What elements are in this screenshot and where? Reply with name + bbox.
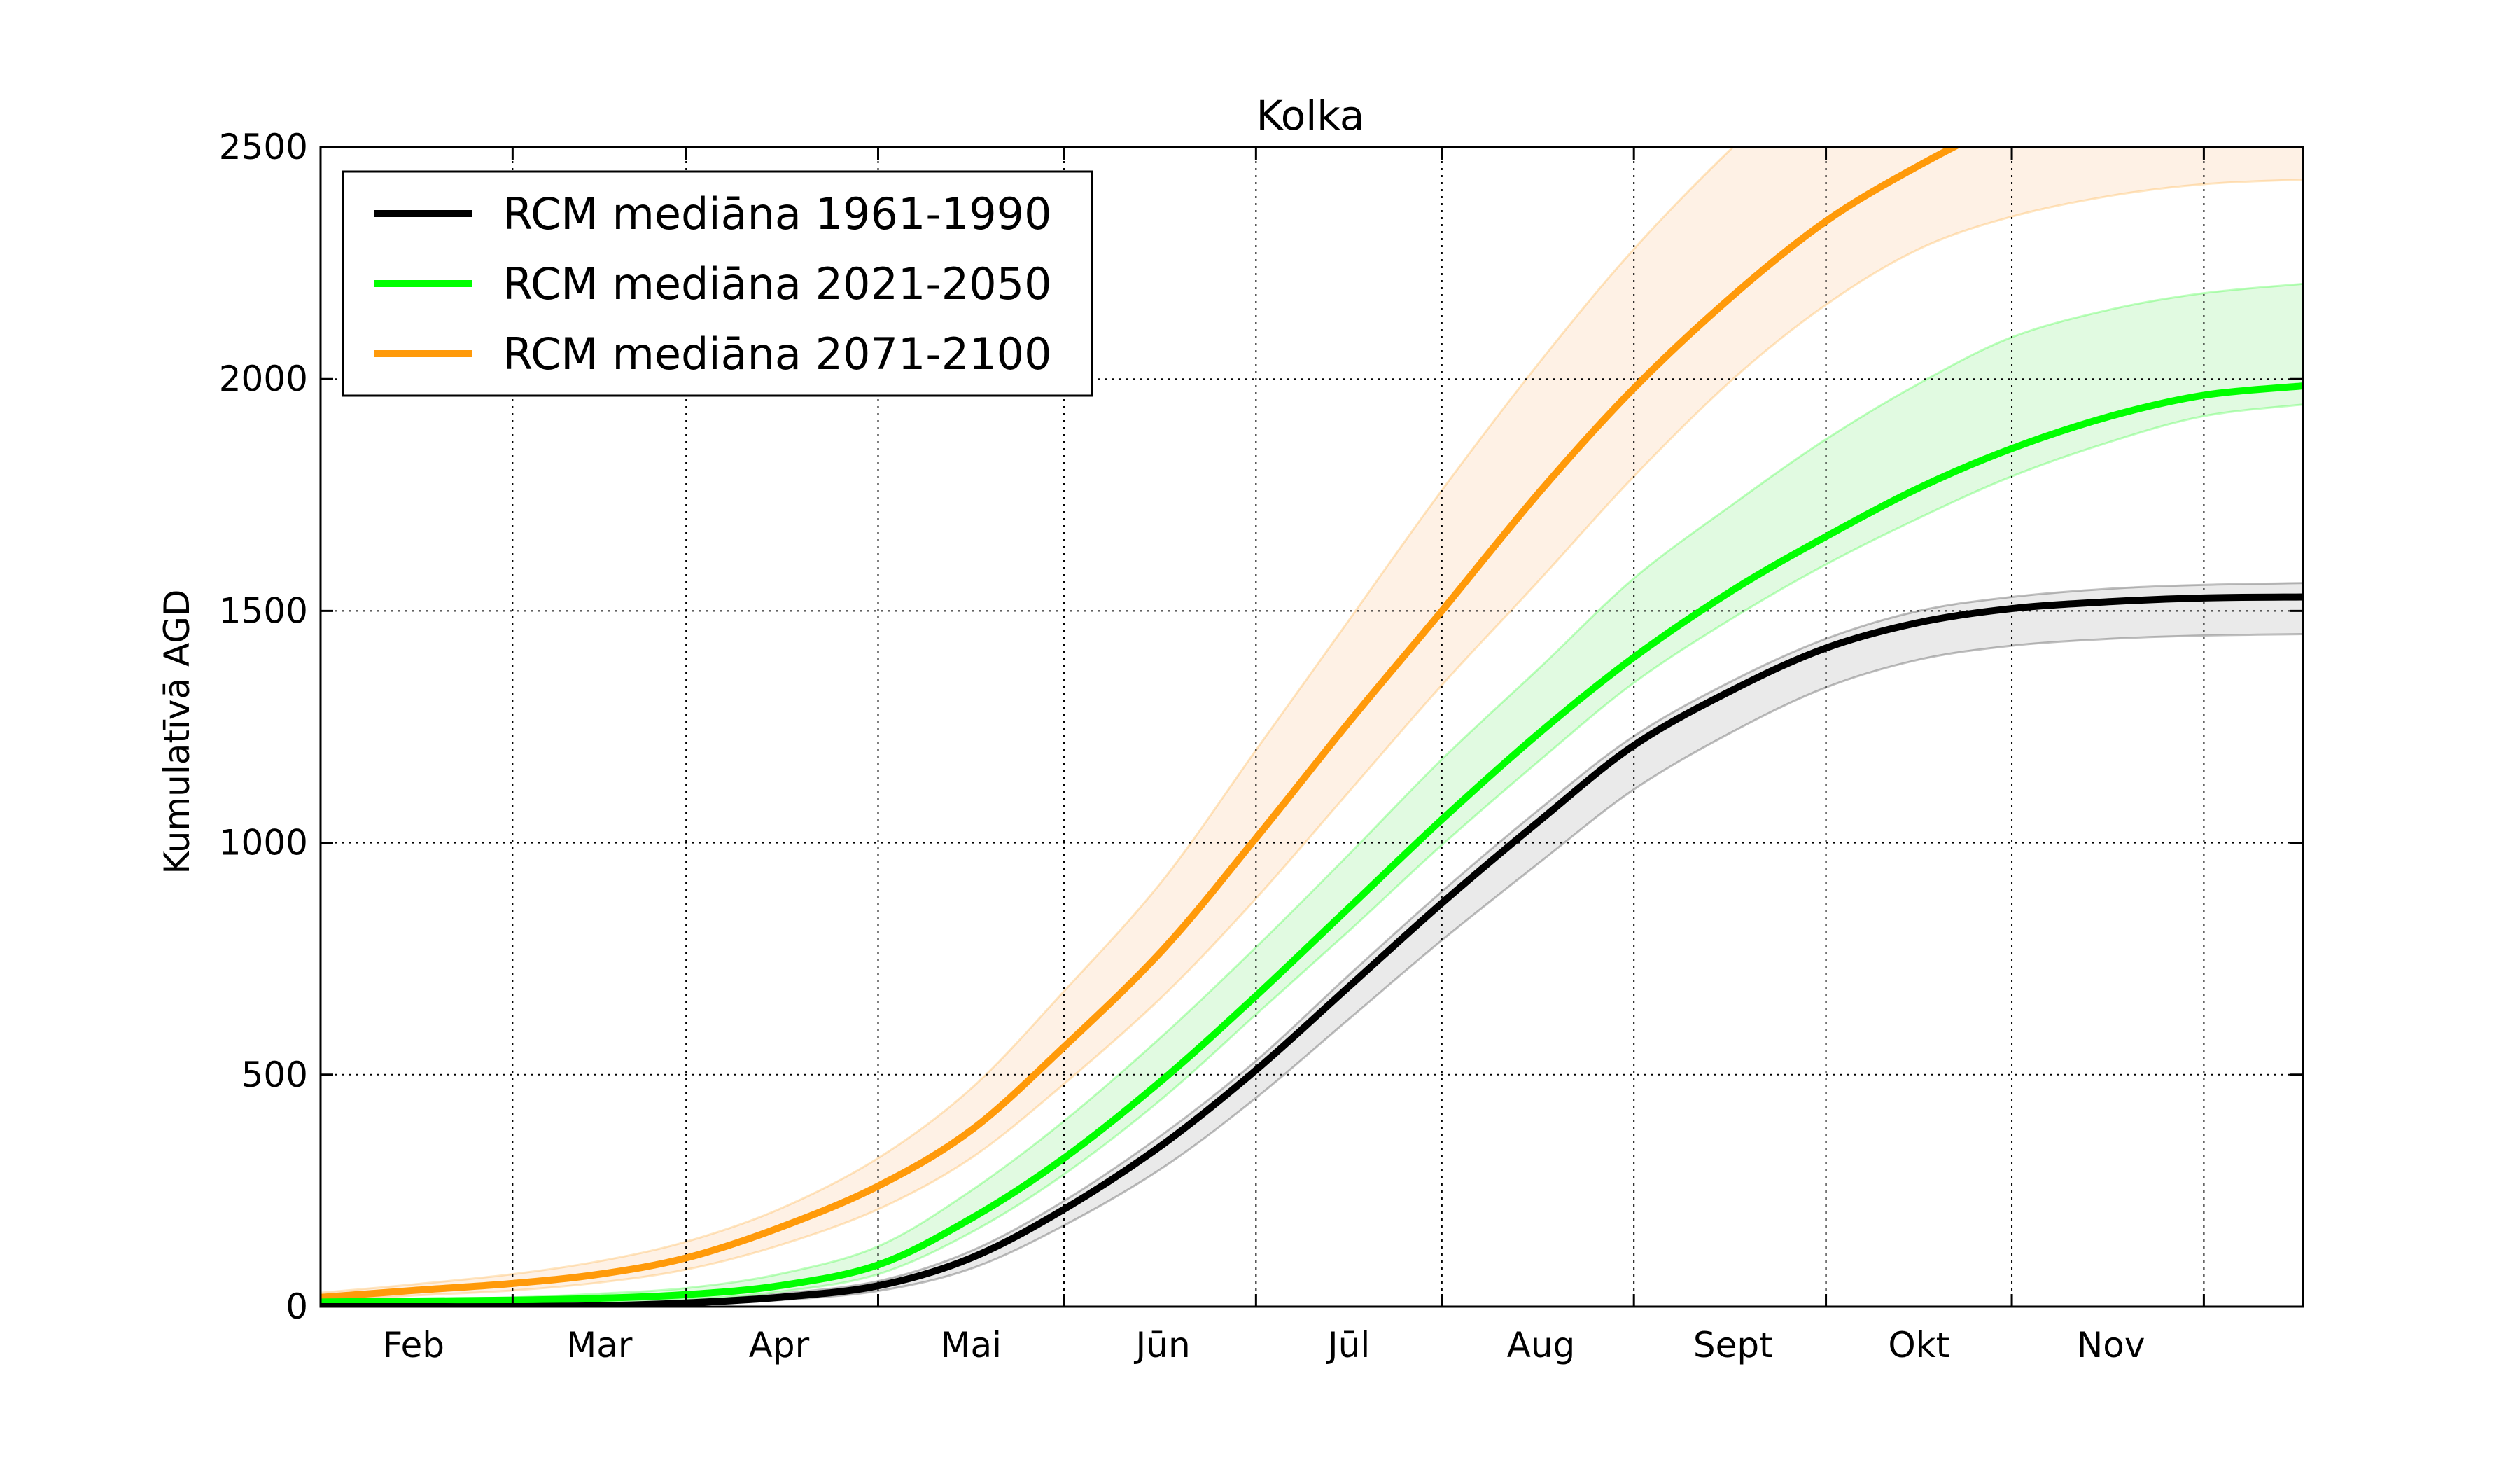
legend-label-3: RCM mediāna 2071-2100	[503, 328, 1052, 380]
legend: RCM mediāna 1961-1990 RCM mediāna 2021-20…	[342, 170, 1093, 397]
x-tick-label-5: Jūn	[1134, 1325, 1191, 1365]
x-tick-label-4: Mai	[940, 1325, 1002, 1365]
y-tick-label-5: 2000	[219, 359, 308, 399]
band-fill-series-2	[321, 284, 2303, 1305]
x-tick-label-10: Nov	[2077, 1325, 2146, 1365]
band-upper-line-series-3	[321, 147, 1735, 1294]
series-line-3	[321, 147, 1961, 1301]
x-tick-label-6: Jūl	[1326, 1325, 1370, 1365]
series-line-2	[321, 382, 2303, 1306]
y-tick-label-6: 2500	[219, 127, 308, 167]
lines-layer	[321, 147, 2303, 1307]
y-tick-label-3: 1000	[219, 823, 308, 863]
band-fill-series-3	[321, 147, 2303, 1302]
x-tick-label-2: Mar	[566, 1325, 633, 1365]
x-tick-label-7: Aug	[1507, 1325, 1576, 1365]
y-tick-label-1: 0	[286, 1286, 308, 1327]
y-tick-label-4: 1500	[219, 590, 308, 631]
chart-title: Kolka	[1256, 92, 1365, 139]
y-tick-label-2: 500	[241, 1055, 308, 1095]
axes-layer: 0 500 1000 1500 2000 2500 Feb Mar Apr Mai Jūn Jūl Au…	[219, 127, 2304, 1365]
band-upper-line-series-2	[321, 282, 2303, 1302]
x-tick-label-9: Okt	[1888, 1325, 1949, 1365]
legend-label-1: RCM mediāna 1961-1990	[503, 188, 1052, 239]
x-tick-label-8: Sept	[1693, 1325, 1773, 1365]
x-tick-label-1: Feb	[382, 1325, 444, 1365]
plot-frame	[319, 146, 2304, 1308]
x-tick-label-3: Apr	[749, 1325, 810, 1365]
band-lower-line-series-2	[321, 403, 2303, 1305]
y-axis-label: Kumulatīvā AGD	[157, 589, 197, 874]
series-line-1	[321, 593, 2303, 1307]
legend-label-2: RCM mediāna 2021-2050	[503, 258, 1052, 310]
band-lower-line-series-3	[321, 178, 2303, 1302]
